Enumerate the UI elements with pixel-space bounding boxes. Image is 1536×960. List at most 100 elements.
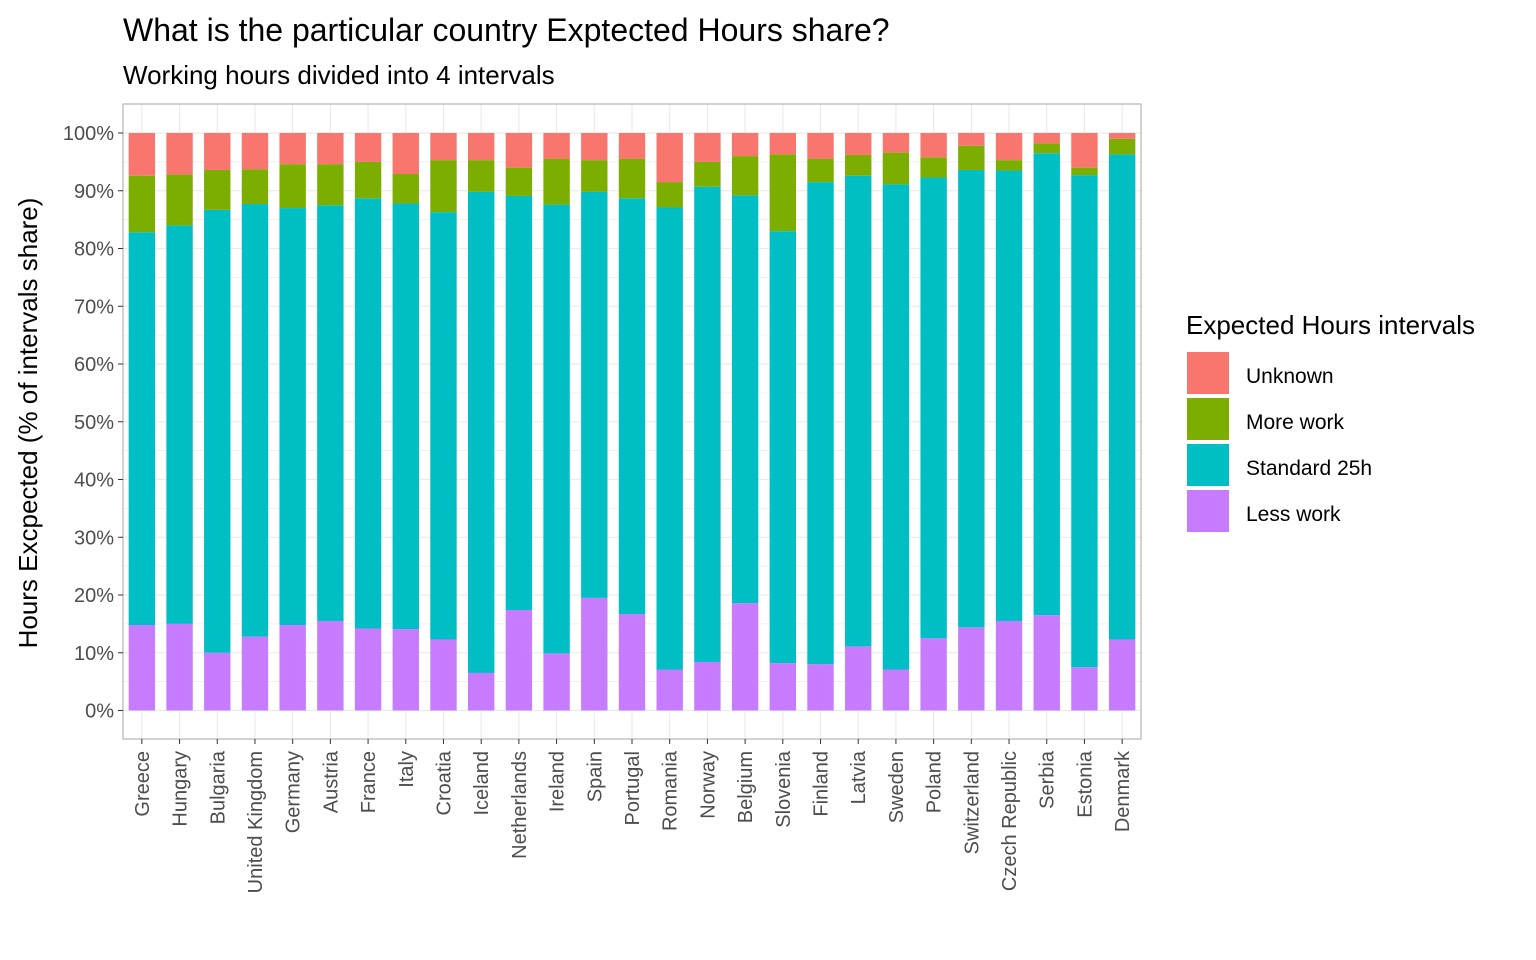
bar-stack-switzerland	[958, 133, 985, 711]
bar-less-work-germany	[279, 625, 306, 711]
bar-standard-25h-france	[354, 198, 382, 629]
bar-less-work-sweden	[882, 669, 910, 711]
x-tick-label-spain: Spain	[584, 751, 606, 802]
bar-less-work-poland	[920, 638, 947, 711]
bar-unknown-croatia	[430, 133, 457, 161]
bar-stack-serbia	[1033, 133, 1060, 711]
bar-unknown-estonia	[1071, 133, 1098, 168]
legend-key-unknown	[1187, 352, 1229, 394]
bar-more-work-sweden	[882, 152, 910, 185]
y-tick-label: 30%	[74, 527, 114, 549]
bar-unknown-finland	[807, 133, 834, 159]
bar-more-work-romania	[656, 182, 683, 208]
bar-stack-germany	[279, 133, 306, 711]
bar-standard-25h-romania	[656, 207, 683, 670]
bar-stack-belgium	[731, 133, 759, 711]
bar-standard-25h-hungary	[166, 225, 193, 624]
bar-more-work-latvia	[845, 154, 872, 176]
bar-less-work-greece	[128, 625, 156, 711]
x-tick-label-slovenia: Slovenia	[773, 750, 795, 828]
bar-unknown-united-kingdom	[241, 133, 269, 170]
chart-title: What is the particular country Exptected…	[123, 12, 890, 48]
bar-stack-italy	[392, 133, 419, 711]
x-tick-label-italy: Italy	[396, 751, 418, 788]
bar-less-work-bulgaria	[204, 652, 231, 711]
x-tick-label-serbia: Serbia	[1037, 750, 1059, 809]
bar-unknown-denmark	[1108, 133, 1136, 139]
bar-standard-25h-bulgaria	[204, 209, 231, 653]
bar-less-work-italy	[392, 629, 419, 711]
x-tick-label-denmark: Denmark	[1112, 750, 1134, 832]
x-tick-label-iceland: Iceland	[471, 751, 493, 816]
bar-less-work-spain	[581, 597, 608, 711]
bar-standard-25h-norway	[694, 186, 721, 662]
bar-unknown-norway	[694, 133, 721, 162]
bar-less-work-united-kingdom	[241, 636, 269, 711]
bar-more-work-iceland	[467, 160, 495, 192]
bar-stack-hungary	[166, 133, 193, 711]
bar-standard-25h-italy	[392, 203, 419, 630]
bar-unknown-portugal	[618, 133, 646, 159]
bar-standard-25h-austria	[317, 205, 344, 621]
bar-unknown-ireland	[543, 133, 570, 159]
bar-stack-croatia	[430, 133, 457, 711]
bar-unknown-austria	[317, 133, 344, 165]
x-tick-label-romania: Romania	[660, 750, 682, 831]
bar-less-work-serbia	[1033, 615, 1060, 711]
bar-stack-finland	[807, 133, 834, 711]
bar-unknown-germany	[279, 133, 306, 165]
bar-standard-25h-iceland	[467, 191, 495, 673]
bar-unknown-slovenia	[769, 133, 797, 155]
bar-unknown-sweden	[882, 133, 910, 153]
bar-standard-25h-belgium	[731, 195, 759, 604]
bar-stack-greece	[128, 133, 156, 711]
bar-more-work-france	[354, 161, 382, 199]
bar-less-work-romania	[656, 669, 683, 711]
bar-stack-denmark	[1108, 133, 1136, 711]
bar-unknown-romania	[656, 133, 683, 183]
bar-more-work-switzerland	[958, 145, 985, 170]
bar-stack-france	[354, 133, 382, 711]
x-tick-label-norway: Norway	[697, 751, 719, 819]
legend: Expected Hours intervals Unknown More wor…	[1186, 310, 1475, 532]
y-tick-label: 0%	[85, 701, 114, 723]
y-tick-label: 50%	[74, 412, 114, 434]
bar-more-work-belgium	[731, 156, 759, 196]
bar-more-work-croatia	[430, 160, 457, 213]
bar-stack-netherlands	[505, 133, 533, 711]
x-tick-label-austria: Austria	[320, 750, 342, 813]
bar-more-work-estonia	[1071, 167, 1098, 176]
y-tick-label: 100%	[63, 123, 114, 145]
bar-more-work-finland	[807, 158, 834, 183]
bar-unknown-belgium	[731, 133, 759, 157]
x-tick-label-poland: Poland	[924, 751, 946, 813]
bar-more-work-slovenia	[769, 154, 797, 232]
bar-less-work-estonia	[1071, 667, 1098, 711]
bar-more-work-united-kingdom	[241, 169, 269, 205]
bar-stack-poland	[920, 133, 947, 711]
legend-label-less-work: Less work	[1246, 503, 1341, 526]
legend-key-less-work	[1187, 490, 1229, 532]
y-axis-title: Hours Excpected (% of intervals share)	[13, 198, 43, 649]
bar-less-work-switzerland	[958, 627, 985, 711]
bar-unknown-latvia	[845, 133, 872, 155]
legend-label-standard-25h: Standard 25h	[1246, 457, 1372, 480]
legend-key-standard-25h	[1187, 444, 1229, 486]
x-tick-label-greece: Greece	[132, 751, 154, 817]
bar-standard-25h-denmark	[1108, 154, 1136, 640]
x-tick-label-latvia: Latvia	[848, 750, 870, 804]
x-tick-label-switzerland: Switzerland	[961, 751, 983, 854]
bar-less-work-netherlands	[505, 610, 533, 711]
bar-stack-bulgaria	[204, 133, 231, 711]
x-tick-label-estonia: Estonia	[1074, 750, 1096, 818]
bar-stack-romania	[656, 133, 683, 711]
bar-standard-25h-united-kingdom	[241, 204, 269, 637]
bar-less-work-finland	[807, 664, 834, 711]
bar-unknown-france	[354, 133, 382, 162]
y-tick-label: 70%	[74, 296, 114, 318]
bar-more-work-denmark	[1108, 138, 1136, 155]
x-tick-label-united-kingdom: United Kingdom	[245, 751, 267, 893]
bar-less-work-austria	[317, 620, 344, 711]
bar-standard-25h-czech-republic	[995, 170, 1023, 621]
